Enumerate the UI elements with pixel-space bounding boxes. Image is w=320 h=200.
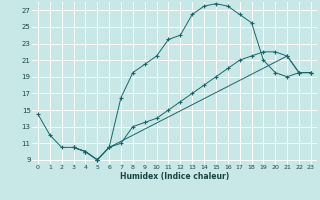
X-axis label: Humidex (Indice chaleur): Humidex (Indice chaleur) xyxy=(120,172,229,181)
